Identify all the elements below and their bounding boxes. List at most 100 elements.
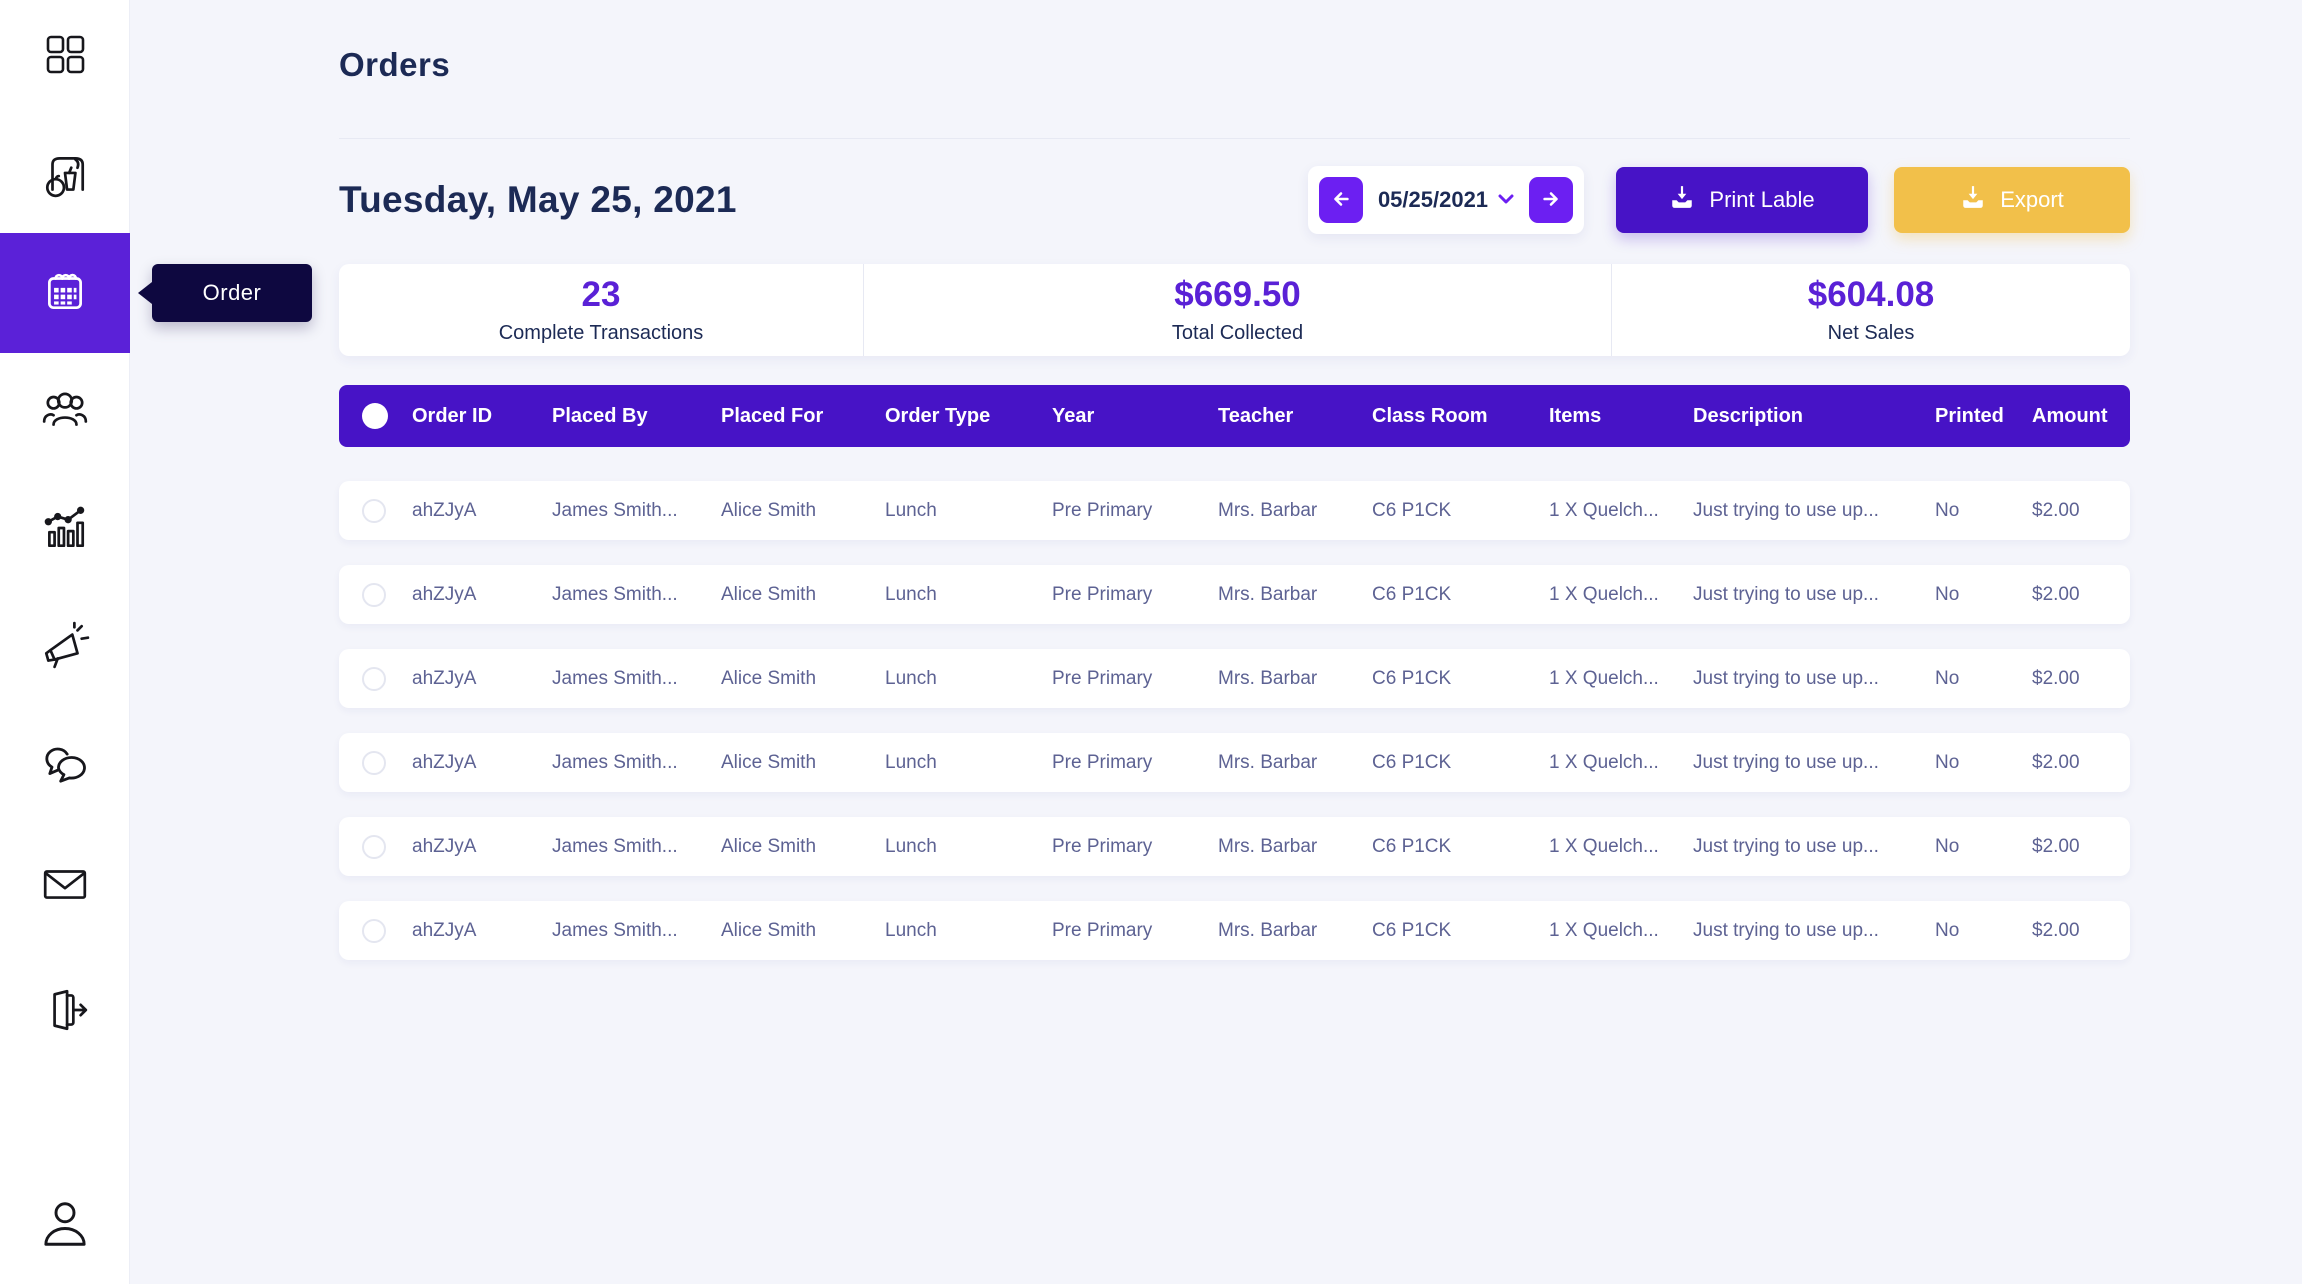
cell-amount: $2.00 — [2032, 667, 2080, 689]
cell-order-type: Lunch — [885, 751, 937, 773]
cell-amount: $2.00 — [2032, 919, 2080, 941]
stat-label: Complete Transactions — [498, 322, 704, 344]
cell-order-type: Lunch — [885, 835, 937, 857]
column-header-teacher: Teacher — [1218, 404, 1294, 427]
table-row[interactable]: ahZJyA James Smith... Alice Smith Lunch … — [339, 817, 2130, 876]
next-date-button[interactable] — [1528, 177, 1573, 223]
dashboard-grid-icon — [41, 30, 89, 83]
cell-year: Pre Primary — [1052, 667, 1153, 689]
sidebar-item-stats[interactable] — [0, 490, 130, 570]
mail-envelope-icon — [40, 859, 90, 914]
megaphone-icon — [40, 621, 90, 676]
column-header-placed-for: Placed For — [721, 404, 824, 427]
row-radio[interactable] — [362, 918, 386, 943]
date-heading: Tuesday, May 25, 2021 — [339, 179, 737, 220]
cell-order-id: ahZJyA — [412, 667, 477, 689]
cell-class-room: C6 P1CK — [1372, 499, 1452, 521]
stat-value: $604.08 — [1807, 275, 1935, 314]
cell-amount: $2.00 — [2032, 835, 2080, 857]
column-header-order-id: Order ID — [412, 404, 493, 427]
sidebar-item-order[interactable] — [0, 233, 130, 353]
cell-teacher: Mrs. Barbar — [1218, 919, 1318, 941]
table-row[interactable]: ahZJyA James Smith... Alice Smith Lunch … — [339, 565, 2130, 624]
print-label-button[interactable]: Print Lable — [1616, 167, 1868, 233]
sidebar-item-logout[interactable] — [0, 972, 130, 1052]
stat-value: 23 — [581, 275, 621, 314]
cell-class-room: C6 P1CK — [1372, 835, 1452, 857]
cell-items: 1 X Quelch... — [1549, 583, 1659, 605]
cell-description: Just trying to use up... — [1693, 667, 1879, 689]
cell-placed-by: James Smith... — [552, 667, 678, 689]
sidebar-item-profile[interactable] — [0, 1186, 130, 1266]
date-dropdown[interactable]: 05/25/2021 — [1378, 187, 1514, 213]
table-header: Order ID Placed By Placed For Order Type… — [339, 385, 2130, 447]
table-row[interactable]: ahZJyA James Smith... Alice Smith Lunch … — [339, 481, 2130, 540]
cell-description: Just trying to use up... — [1693, 919, 1879, 941]
cell-order-type: Lunch — [885, 667, 937, 689]
arrow-left-icon — [1330, 188, 1352, 213]
sidebar-item-dashboard[interactable] — [0, 16, 130, 96]
column-header-printed: Printed — [1935, 404, 2004, 427]
row-radio[interactable] — [362, 582, 386, 607]
cell-order-type: Lunch — [885, 583, 937, 605]
sidebar: Order — [0, 0, 312, 1284]
cell-printed: No — [1935, 583, 1960, 605]
cell-class-room: C6 P1CK — [1372, 583, 1452, 605]
cell-class-room: C6 P1CK — [1372, 751, 1452, 773]
users-group-icon — [40, 385, 90, 440]
row-radio[interactable] — [362, 498, 386, 523]
cell-printed: No — [1935, 499, 1960, 521]
calendar-icon — [40, 266, 90, 321]
logout-door-icon — [40, 985, 90, 1040]
cell-placed-by: James Smith... — [552, 583, 678, 605]
export-button[interactable]: Export — [1894, 167, 2130, 233]
cell-year: Pre Primary — [1052, 919, 1153, 941]
stat-complete-transactions: 23 Complete Transactions — [339, 264, 863, 356]
prev-date-button[interactable] — [1319, 177, 1363, 223]
cell-order-id: ahZJyA — [412, 919, 477, 941]
cell-printed: No — [1935, 667, 1960, 689]
cell-placed-by: James Smith... — [552, 919, 678, 941]
cell-placed-by: James Smith... — [552, 835, 678, 857]
cell-amount: $2.00 — [2032, 499, 2080, 521]
cell-placed-for: Alice Smith — [721, 751, 817, 773]
cell-placed-for: Alice Smith — [721, 583, 817, 605]
column-header-description: Description — [1693, 404, 1804, 427]
sidebar-item-menu[interactable] — [0, 137, 130, 217]
page-title: Orders — [339, 46, 451, 83]
table-body: ahZJyA James Smith... Alice Smith Lunch … — [339, 481, 2130, 960]
sidebar-item-mail[interactable] — [0, 846, 130, 926]
cell-printed: No — [1935, 751, 1960, 773]
table-row[interactable]: ahZJyA James Smith... Alice Smith Lunch … — [339, 733, 2130, 792]
cell-year: Pre Primary — [1052, 835, 1153, 857]
row-radio[interactable] — [362, 666, 386, 691]
cell-year: Pre Primary — [1052, 499, 1153, 521]
row-radio[interactable] — [362, 834, 386, 859]
row-radio[interactable] — [362, 750, 386, 775]
cell-order-id: ahZJyA — [412, 499, 477, 521]
date-value: 05/25/2021 — [1377, 187, 1489, 212]
download-icon — [1960, 184, 1986, 216]
stat-total-collected: $669.50 Total Collected — [863, 264, 1612, 356]
cell-amount: $2.00 — [2032, 751, 2080, 773]
table-row[interactable]: ahZJyA James Smith... Alice Smith Lunch … — [339, 901, 2130, 960]
cell-teacher: Mrs. Barbar — [1218, 667, 1318, 689]
table-row[interactable]: ahZJyA James Smith... Alice Smith Lunch … — [339, 649, 2130, 708]
select-all-radio[interactable] — [362, 403, 388, 429]
stats-card: 23 Complete Transactions $669.50 Total C… — [339, 264, 2130, 356]
sidebar-item-users[interactable] — [0, 372, 130, 452]
stat-label: Total Collected — [1171, 322, 1304, 344]
print-label-text: Print Lable — [1709, 187, 1815, 212]
column-header-items: Items — [1549, 404, 1602, 427]
cell-description: Just trying to use up... — [1693, 751, 1879, 773]
arrow-right-icon — [1540, 188, 1562, 213]
cell-class-room: C6 P1CK — [1372, 667, 1452, 689]
column-header-amount: Amount — [2032, 404, 2108, 427]
order-tooltip: Order — [138, 264, 312, 322]
cell-placed-by: James Smith... — [552, 751, 678, 773]
sidebar-item-chat[interactable] — [0, 728, 130, 808]
sidebar-item-announcements[interactable] — [0, 608, 130, 688]
cell-order-type: Lunch — [885, 499, 937, 521]
stat-net-sales: $604.08 Net Sales — [1612, 264, 2130, 356]
cell-teacher: Mrs. Barbar — [1218, 499, 1318, 521]
